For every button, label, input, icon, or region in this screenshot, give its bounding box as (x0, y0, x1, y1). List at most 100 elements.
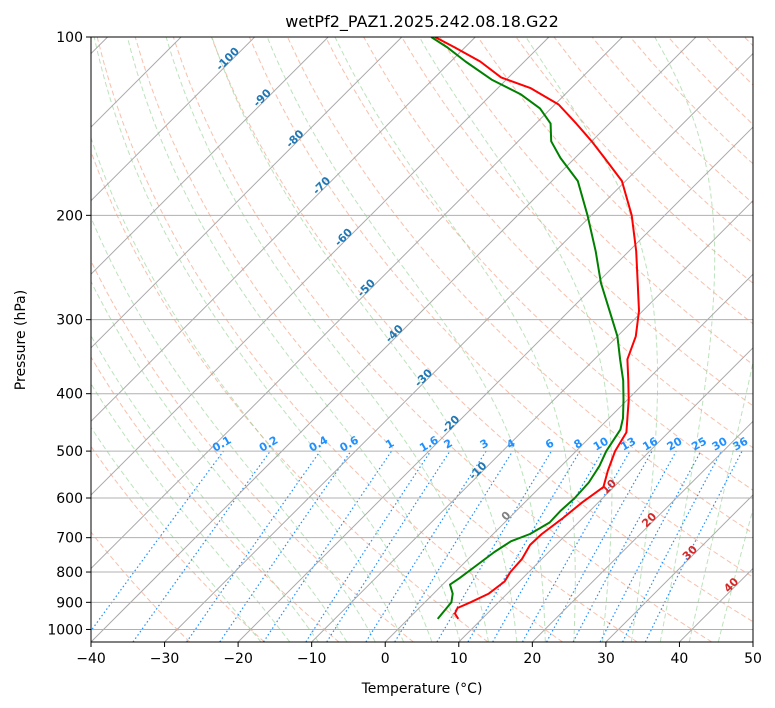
mixing-ratio-line (186, 450, 321, 642)
y-axis: 100 200 300 400 500 600 700 800 900 1000 (47, 30, 91, 638)
isotherm-line (384, 273, 753, 642)
mixing-ratio-line (622, 450, 722, 642)
x-axis-label: Temperature (°C) (361, 681, 483, 697)
isotherm-label: -60 (332, 226, 355, 249)
moist-adiabat-line (165, 37, 489, 642)
mixing-ratio-line (599, 450, 702, 642)
moist-adiabat-line (654, 37, 716, 642)
y-tick-label: 200 (56, 208, 83, 224)
y-tick-label: 500 (56, 444, 83, 460)
mixing-ratio-line (305, 450, 432, 642)
moist-adiabat-line (334, 37, 576, 642)
moist-adiabat-line (91, 334, 319, 642)
moist-adiabat-line (91, 280, 348, 642)
y-tick-label: 900 (56, 595, 83, 611)
moist-adiabat-line (525, 37, 659, 642)
isotherm-label: -50 (355, 276, 378, 299)
dry-adiabat-line (134, 37, 638, 642)
dry-adiabat-line (248, 37, 753, 578)
x-tick-label: −40 (76, 651, 106, 667)
dry-adiabat-line (744, 37, 753, 47)
dry-adiabat-line (91, 259, 414, 642)
isotherm-line (752, 641, 753, 642)
moist-adiabat-line (126, 37, 461, 642)
mixing-ratio-line (326, 450, 451, 642)
isotherm-line (605, 494, 753, 642)
isotherm-label: -100 (213, 44, 242, 73)
y-axis-label: Pressure (hPa) (13, 290, 29, 390)
plot-frame (90, 36, 754, 643)
dewpoint-profile-line (430, 37, 625, 620)
moist-adiabat-line (418, 37, 613, 642)
mixing-ratio-line (394, 450, 514, 642)
mixing-ratio-line (219, 450, 352, 642)
y-tick-label: 700 (56, 531, 83, 547)
moist-adiabat-line (91, 426, 262, 642)
isotherm-label: 40 (721, 575, 741, 595)
x-tick-label: 0 (381, 651, 390, 667)
dry-adiabat-line (91, 356, 340, 642)
x-tick-label: 40 (671, 651, 689, 667)
x-tick-label: 20 (523, 651, 541, 667)
y-tick-label: 1000 (47, 622, 83, 638)
dry-adiabat-line (363, 37, 753, 449)
mixing-ratio-label: 2 (442, 437, 455, 452)
isotherm-line (91, 37, 550, 496)
dry-adiabat-line (439, 37, 753, 366)
isotherm-line (91, 37, 256, 202)
isotherm-label: -70 (310, 174, 333, 197)
isotherm-line (91, 37, 697, 642)
chart-title: wetPf2_PAZ1.2025.242.08.18.G22 (285, 12, 559, 32)
profiles (430, 37, 640, 620)
x-tick-label: −10 (297, 651, 327, 667)
isotherm-label: 20 (639, 510, 659, 530)
mixing-ratio-line (262, 450, 392, 642)
x-tick-label: 30 (597, 651, 615, 667)
dry-adiabat-line (553, 37, 753, 244)
dry-adiabat-line (325, 37, 753, 491)
isotherm-line (91, 37, 403, 349)
dry-adiabat-line (91, 445, 265, 642)
dry-adiabat-line (705, 37, 753, 86)
moist-adiabat-line (266, 37, 546, 642)
y-tick-label: 300 (56, 313, 83, 329)
dry-adiabat-line (96, 37, 563, 642)
dry-adiabat-line (91, 150, 489, 642)
isotherm-line (531, 420, 753, 642)
isotherm-label: 30 (680, 543, 700, 563)
x-tick-label: −20 (223, 651, 253, 667)
x-tick-label: 10 (450, 651, 468, 667)
isotherm-label: 10 (599, 477, 619, 497)
isotherm-label: -30 (412, 366, 435, 389)
y-tick-label: 400 (56, 387, 83, 403)
moist-adiabat-line (717, 507, 753, 642)
mixing-ratio-label: 6 (543, 436, 556, 451)
mixing-ratio-line (644, 450, 743, 642)
mixing-ratio-line (546, 450, 653, 642)
isotherm-line (91, 37, 476, 423)
moist-adiabat-line (91, 216, 376, 642)
isotherm-line (458, 347, 753, 642)
isotherm-label: -80 (283, 127, 306, 150)
dry-adiabat-line (515, 37, 753, 284)
moist-adiabat-line (91, 382, 291, 642)
dry-adiabat-line (477, 37, 753, 325)
moist-adiabat-line (93, 37, 433, 642)
mixing-ratio-line (132, 450, 271, 642)
isotherm-line (91, 37, 329, 275)
x-tick-label: 50 (744, 651, 762, 667)
isotherm-line (91, 37, 623, 570)
mixing-ratio-label: 1 (383, 437, 396, 452)
y-tick-label: 100 (56, 30, 83, 46)
y-tick-label: 800 (56, 565, 83, 581)
mixing-ratio-label: 4 (504, 436, 517, 451)
x-tick-label: −30 (150, 651, 180, 667)
mixing-ratio-line (521, 450, 631, 642)
mixing-ratio-label: 3 (478, 437, 491, 452)
x-axis: −40 −30 −20 −10 0 10 20 30 40 50 (76, 642, 762, 667)
y-tick-label: 600 (56, 491, 83, 507)
isotherm-line (311, 199, 753, 642)
moist-adiabat-line (91, 136, 405, 642)
temperature-profile-line (434, 37, 640, 620)
